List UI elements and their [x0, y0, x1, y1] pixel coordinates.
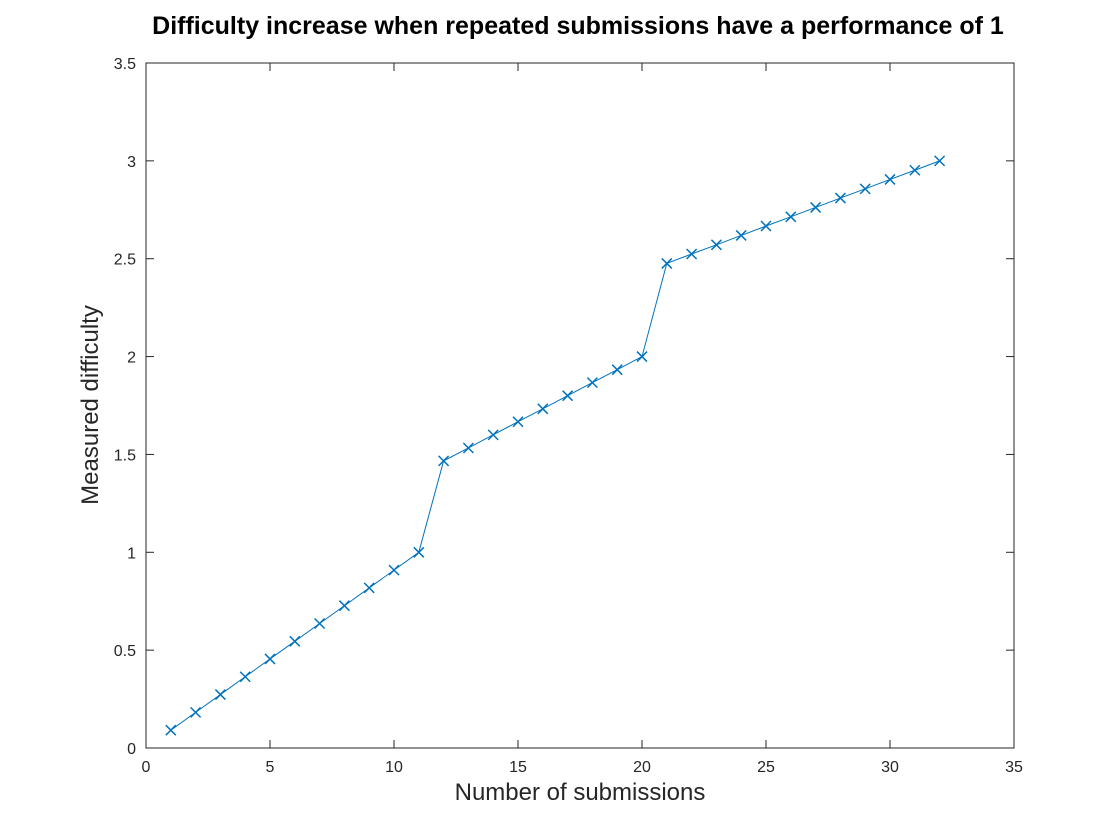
data-point-marker	[314, 617, 326, 630]
series-line	[170, 160, 940, 731]
y-tick-label: 3	[127, 154, 136, 171]
x-axis-label: Number of submissions	[455, 779, 706, 806]
data-point-marker	[611, 364, 623, 376]
y-tick-label: 0.5	[114, 643, 136, 660]
x-tick-label: 35	[1005, 759, 1023, 776]
data-point-marker	[239, 671, 251, 683]
x-tick-label: 10	[385, 759, 403, 776]
y-axis-label: Measured difficulty	[77, 305, 104, 505]
data-point-marker	[562, 390, 574, 402]
plot-area-frame	[145, 62, 1015, 749]
data-point-marker	[165, 724, 177, 736]
data-point-marker	[735, 229, 747, 241]
series-layer	[165, 155, 946, 736]
data-point-marker	[462, 442, 474, 454]
y-tick-label: 1	[127, 545, 136, 562]
y-tick-label: 0	[127, 741, 136, 758]
x-tick-label: 5	[266, 759, 275, 776]
chart-title: Difficulty increase when repeated submis…	[152, 12, 1004, 40]
data-point-marker	[834, 192, 846, 204]
x-tick-label: 25	[757, 759, 775, 776]
y-tick-label: 1.5	[114, 447, 136, 464]
data-point-marker	[190, 706, 202, 718]
data-point-marker	[884, 173, 896, 185]
data-point-marker	[338, 600, 350, 612]
data-point-marker	[785, 211, 797, 223]
data-point-marker	[909, 164, 921, 176]
data-point-marker	[859, 183, 871, 195]
x-tick-label: 30	[881, 759, 899, 776]
data-point-marker	[810, 201, 822, 213]
data-point-marker	[388, 564, 400, 576]
y-tick-label: 2.5	[114, 252, 136, 269]
data-point-marker	[363, 582, 375, 594]
data-point-marker	[934, 155, 946, 167]
data-point-marker	[264, 653, 276, 665]
data-point-marker	[710, 239, 722, 251]
data-point-marker	[512, 416, 524, 428]
data-point-marker	[586, 377, 598, 389]
x-tick-label: 0	[142, 759, 151, 776]
y-axis: 0 0.5 1 1.5 2 2.5 3 3.5	[114, 56, 1014, 758]
data-point-marker	[214, 689, 226, 701]
data-point-marker	[686, 248, 698, 260]
data-point-marker	[438, 455, 450, 467]
x-tick-label: 20	[633, 759, 651, 776]
data-point-marker	[487, 429, 499, 441]
data-point-marker	[760, 220, 772, 232]
data-point-marker	[661, 257, 673, 269]
x-axis: 0 5 10 15 20 25 30 35	[142, 63, 1023, 776]
x-tick-label: 15	[509, 759, 527, 776]
data-point-marker	[413, 546, 425, 558]
y-tick-label: 3.5	[114, 56, 136, 73]
y-tick-label: 2	[127, 350, 136, 367]
data-point-marker	[537, 403, 549, 415]
data-point-marker	[289, 635, 301, 647]
data-point-marker	[636, 351, 648, 363]
